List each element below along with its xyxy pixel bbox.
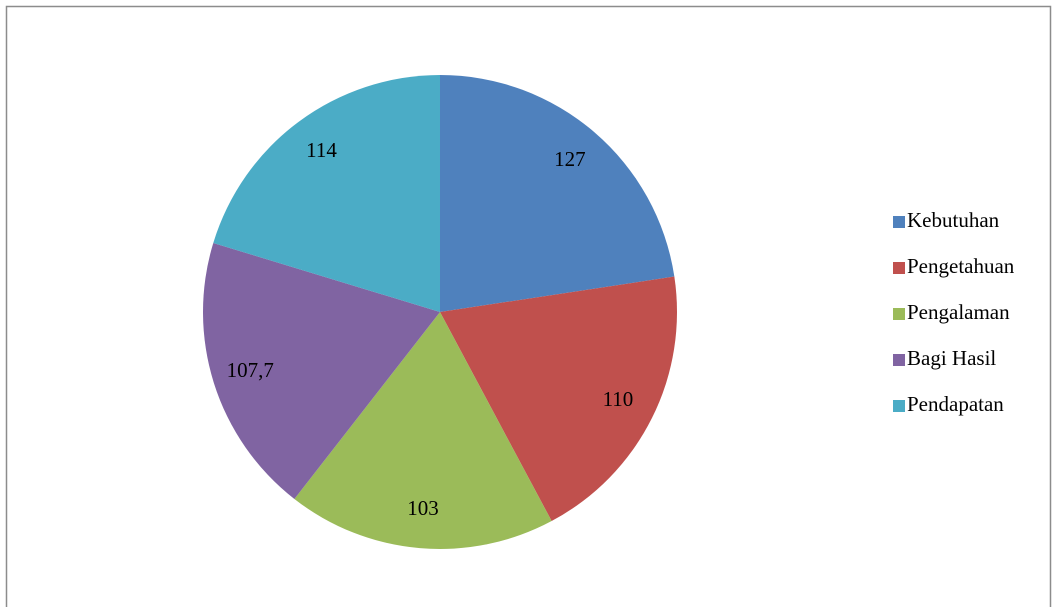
legend-swatch: [893, 354, 905, 366]
data-label: 110: [603, 387, 634, 411]
legend-swatch: [893, 308, 905, 320]
legend-swatch: [893, 216, 905, 228]
legend-label: Pendapatan: [907, 392, 1004, 416]
legend-label: Bagi Hasil: [907, 346, 996, 370]
pie-slice: [213, 75, 440, 312]
data-label: 103: [407, 496, 439, 520]
legend-swatch: [893, 400, 905, 412]
legend-label: Pengetahuan: [907, 254, 1015, 278]
data-label: 127: [554, 147, 586, 171]
data-label: 107,7: [227, 358, 274, 382]
legend-swatch: [893, 262, 905, 274]
pie-slice: [294, 312, 552, 549]
pie-slice: [440, 276, 677, 522]
legend-label: Pengalaman: [907, 300, 1010, 324]
pie-slice: [203, 242, 440, 499]
legend-label: Kebutuhan: [907, 208, 1000, 232]
data-label: 114: [306, 138, 337, 162]
pie-slice: [440, 75, 675, 312]
